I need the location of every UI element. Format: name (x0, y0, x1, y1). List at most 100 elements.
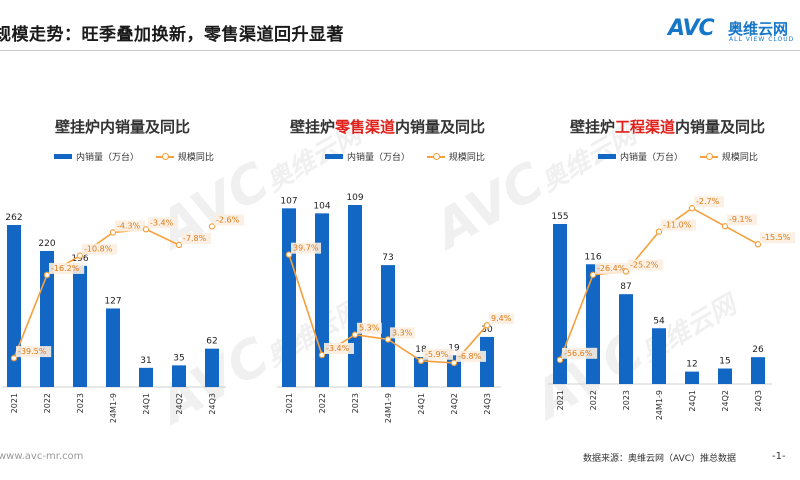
category-label: 24Q1 (688, 390, 697, 412)
bar-value-label: 62 (206, 337, 217, 347)
yoy-point (622, 268, 630, 275)
bar (73, 265, 87, 387)
bar (172, 365, 186, 387)
logo-en-text: ALL VIEW CLOUD (729, 36, 795, 43)
chart-1-plot: 262220196127313562-39.5%-16.2%-10.8%-4.3… (2, 213, 244, 423)
legend-bar-label: 内销量（万台） (76, 153, 140, 163)
bar-value-label: 127 (104, 296, 121, 306)
yoy-label-bg (357, 322, 382, 334)
footer-source: 数据来源：奥维云网（AVC）推总数据 (583, 454, 737, 464)
category-label: 24Q2 (450, 393, 459, 415)
yoy-label: -39.5% (18, 347, 47, 356)
bar-value-label: 35 (173, 353, 184, 363)
yoy-label: -2.7% (696, 197, 720, 206)
yoy-label-bg (82, 243, 118, 255)
category-label: 24Q1 (142, 393, 151, 415)
yoy-label-bg (115, 220, 145, 232)
yoy-label-bg (423, 348, 453, 360)
category-label: 2021 (285, 393, 294, 413)
bar-value-label: 104 (313, 201, 330, 211)
category-label: 24Q2 (721, 390, 730, 412)
bar (718, 368, 732, 384)
category-label: 24M1-9 (109, 393, 118, 423)
bar-value-label: 15 (719, 357, 730, 367)
yoy-label: -6.8% (458, 352, 482, 361)
yoy-label-bg (390, 327, 415, 339)
bar-value-label: 31 (140, 356, 151, 366)
yoy-point (754, 241, 762, 248)
yoy-label: 3.3% (392, 328, 413, 337)
chart-1-title: 壁挂炉内销量及同比 (55, 118, 191, 136)
bar (348, 205, 362, 387)
legend-bar-swatch (325, 154, 343, 159)
category-label: 24M1-9 (384, 393, 393, 423)
yoy-point (43, 271, 51, 279)
legend-bar-label: 内销量（万台） (620, 153, 684, 163)
bar (106, 308, 120, 387)
bar-value-label: 116 (584, 252, 601, 262)
footer-website: www.avc-mr.com (0, 451, 84, 462)
yoy-point (655, 228, 663, 235)
category-label: 24Q2 (175, 393, 184, 415)
yoy-label: -4.3% (117, 221, 141, 230)
yoy-point (589, 271, 597, 279)
legend-bar-swatch (598, 154, 616, 159)
bar-value-label: 73 (382, 253, 393, 263)
yoy-point (109, 229, 117, 236)
bar (139, 367, 153, 387)
yoy-point (483, 321, 491, 329)
category-label: 24Q1 (417, 393, 426, 415)
chart-3-legend: 内销量（万台） 规模同比 (598, 150, 772, 164)
yoy-label: -25.2% (630, 261, 659, 270)
yoy-label: 9.4% (491, 314, 512, 323)
bar-value-label: 109 (346, 193, 363, 203)
yoy-label: -3.4% (326, 344, 350, 353)
legend-line-label: 规模同比 (448, 153, 485, 163)
bar (553, 224, 567, 384)
yoy-label-bg (148, 217, 178, 229)
bar (282, 208, 296, 387)
category-label: 2021 (556, 390, 565, 410)
yoy-label: 5.3% (359, 324, 380, 333)
yoy-label-bg (214, 214, 244, 226)
bar-value-label: 54 (653, 316, 665, 326)
yoy-point (721, 223, 729, 230)
yoy-label-bg (291, 242, 321, 254)
bar-value-label: 26 (752, 345, 764, 355)
chart-3-plot: 155 116 87 54 12 15 26 -56.6% -26.4% -25.2% -11.0%… (548, 196, 796, 420)
bar-value-label: 87 (620, 282, 631, 292)
yoy-point (688, 205, 696, 212)
yoy-point (208, 223, 216, 230)
bar-value-label: 107 (280, 196, 297, 206)
header-divider (0, 50, 800, 51)
page-header: 规模走势：旺季叠加换新，零售渠道回升显著 AVC 奥维云网 ALL VIEW C… (0, 0, 800, 56)
yoy-label-bg (694, 196, 724, 208)
yoy-point (450, 359, 458, 367)
bar-value-label: 18 (415, 345, 427, 355)
yoy-point (10, 354, 18, 362)
logo-cn-text: 奥维云网 (728, 20, 789, 38)
yoy-label: -2.6% (216, 215, 240, 224)
category-label: 2023 (351, 393, 360, 413)
bar-value-label: 12 (686, 360, 697, 370)
logo-mark: AVC (668, 16, 715, 41)
category-label: 24M1-9 (655, 390, 664, 420)
bar-value-label: 262 (5, 213, 22, 223)
bar (751, 357, 765, 384)
legend-line-swatch (155, 152, 174, 160)
yoy-label-bg (324, 342, 354, 354)
chart-2-title: 壁挂炉零售渠道内销量及同比 (290, 118, 486, 136)
yoy-point (556, 356, 564, 364)
yoy-label-bg (760, 232, 796, 244)
bar (7, 225, 21, 387)
bar (414, 356, 428, 387)
yoy-label: -5.9% (425, 350, 449, 359)
yoy-label: -26.4% (597, 264, 626, 273)
yoy-label-bg (49, 262, 85, 274)
legend-line-label: 规模同比 (721, 153, 758, 163)
yoy-label-bg (489, 313, 514, 325)
bar (685, 371, 699, 384)
yoy-point (142, 226, 150, 233)
yoy-label-bg (595, 262, 631, 274)
yoy-label-bg (628, 259, 664, 271)
